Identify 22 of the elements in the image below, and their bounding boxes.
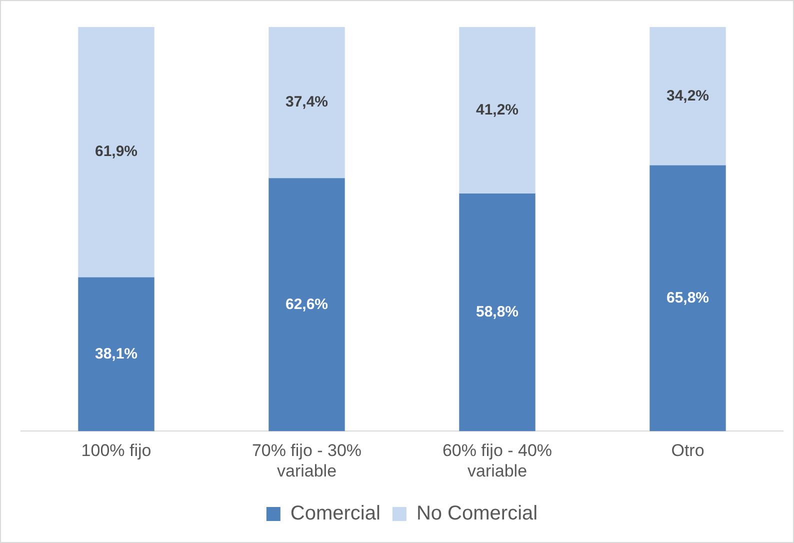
- data-label: 65,8%: [666, 289, 710, 306]
- data-label: 62,6%: [285, 296, 328, 313]
- bar: [650, 27, 726, 166]
- bar: [268, 27, 345, 178]
- data-label: 38,1%: [94, 345, 138, 362]
- legend-label: Comercial: [290, 502, 380, 525]
- bar: [459, 27, 536, 194]
- bar: [459, 194, 536, 432]
- data-label: 37,4%: [285, 94, 328, 111]
- bar: [78, 27, 154, 278]
- data-label: 61,9%: [94, 143, 138, 160]
- legend-label: No Comercial: [416, 502, 538, 525]
- bar: [268, 178, 345, 432]
- data-label: 58,8%: [476, 304, 519, 321]
- x-tick-label: Otro: [671, 441, 704, 460]
- bar: [78, 277, 154, 432]
- x-tick-label: 60% fijo - 40% variable: [442, 441, 552, 480]
- bar: [650, 165, 726, 432]
- data-label: 41,2%: [476, 101, 519, 118]
- data-label: 34,2%: [666, 87, 710, 104]
- x-tick-label: 100% fijo: [81, 441, 152, 460]
- x-tick-label: 70% fijo - 30% variable: [252, 441, 362, 480]
